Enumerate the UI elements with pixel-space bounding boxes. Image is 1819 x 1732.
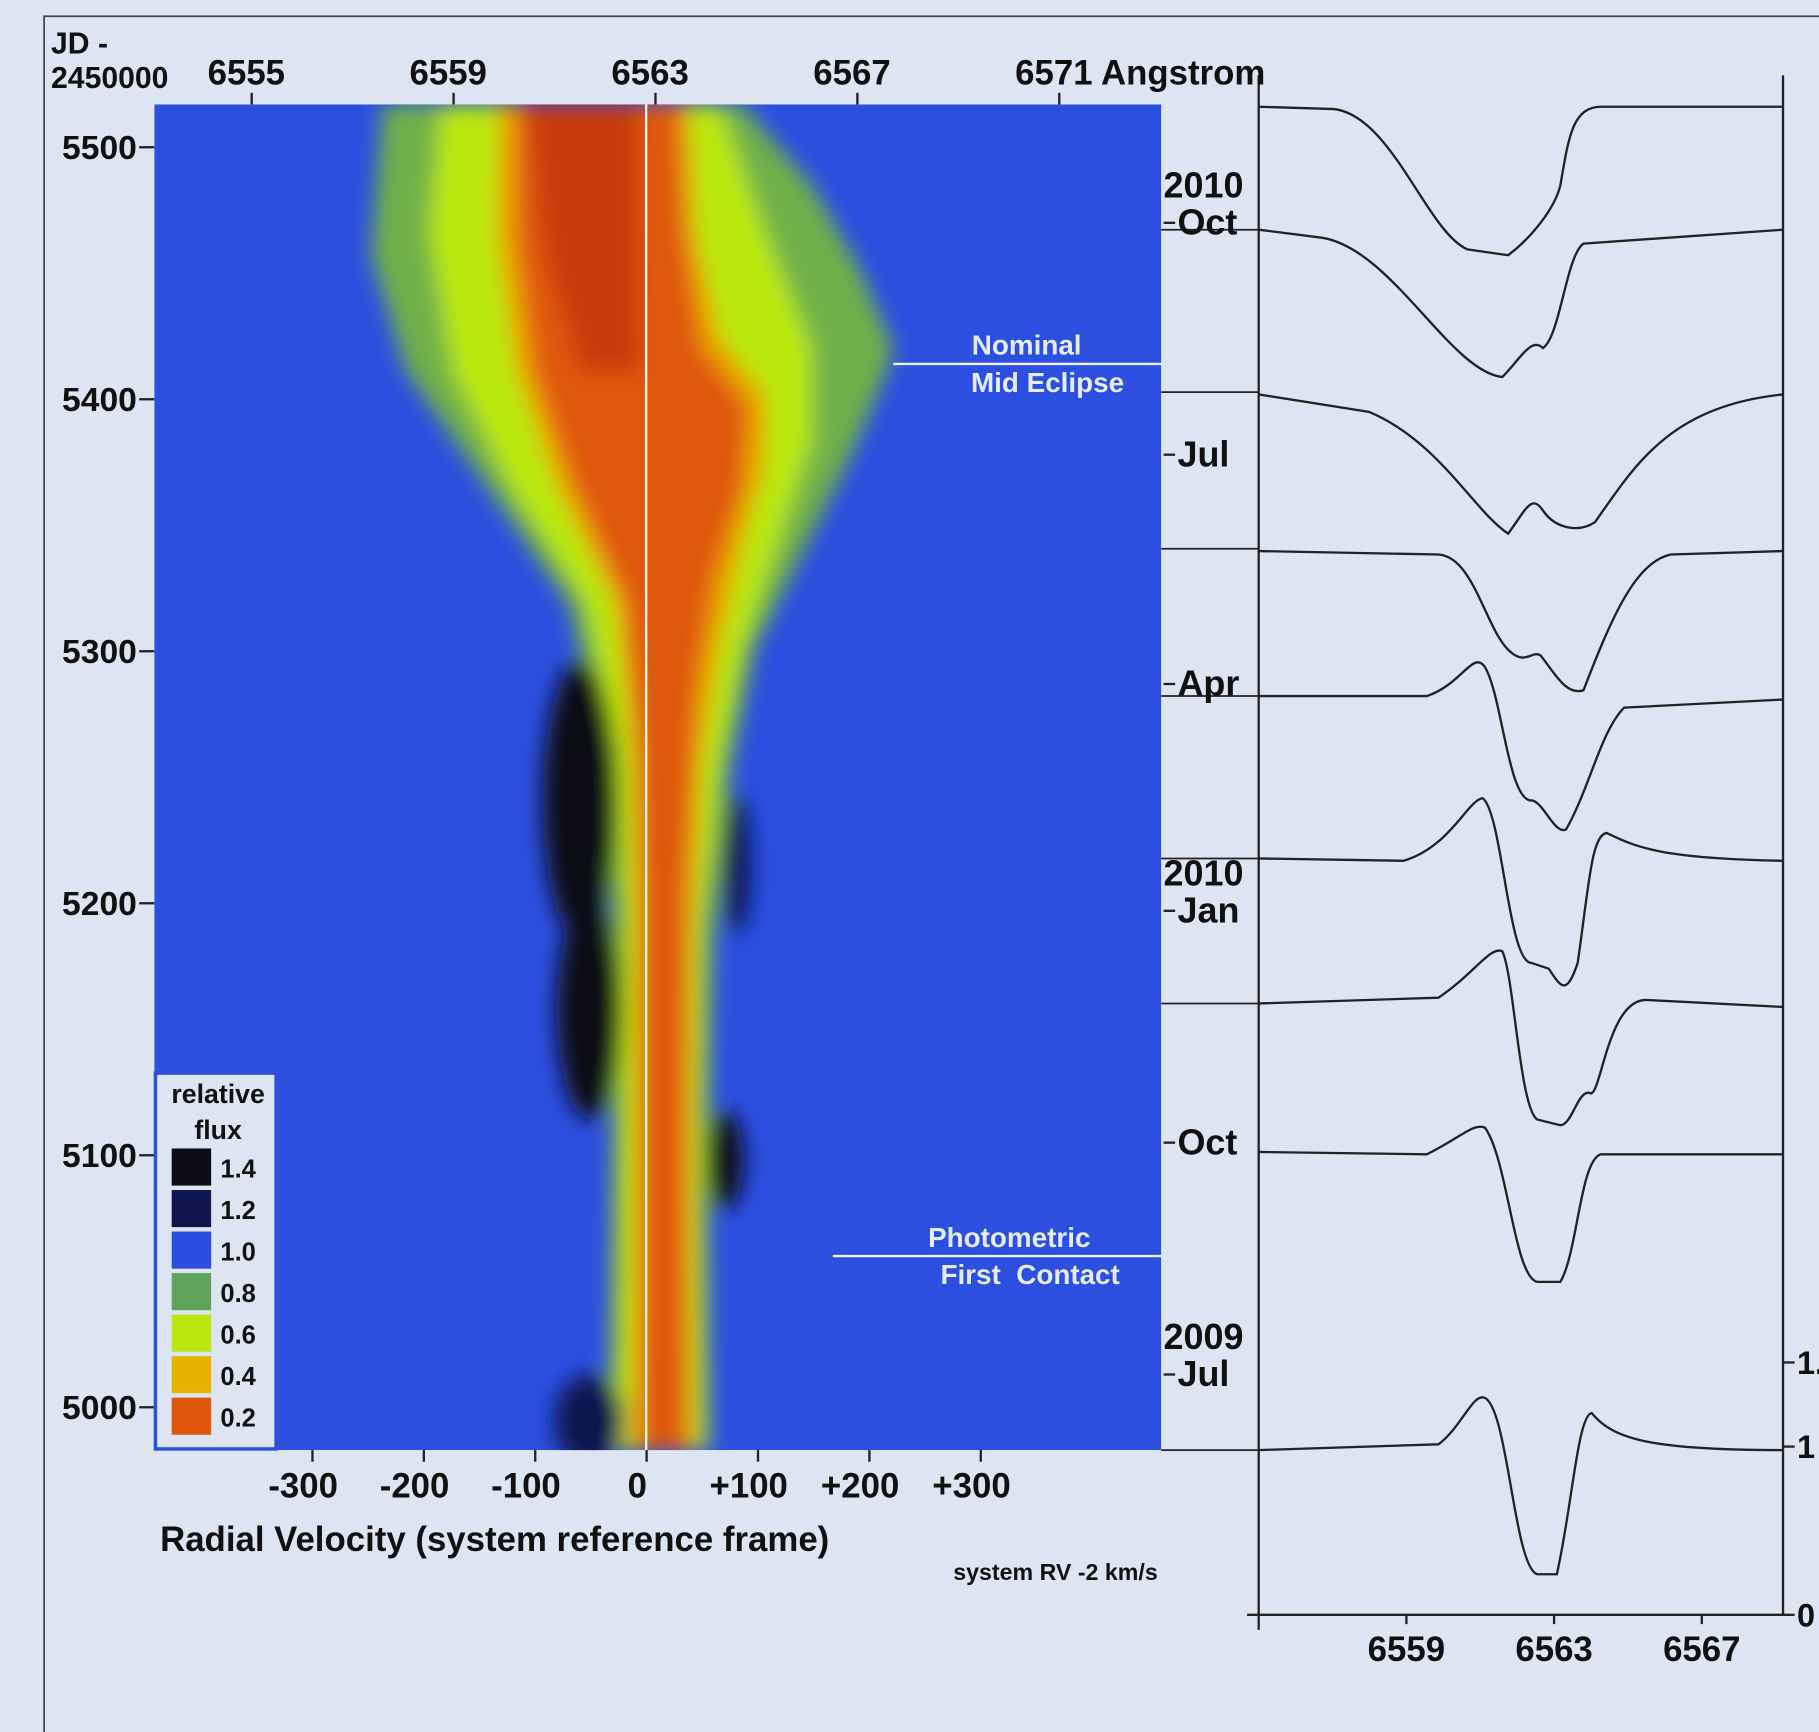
x2-tick-label: 6567: [813, 54, 890, 93]
legend-label: 0.2: [220, 1405, 255, 1433]
legend-label: 1.4: [220, 1155, 256, 1183]
x-tick-label: -100: [491, 1467, 561, 1506]
legend-swatch: [171, 1190, 212, 1228]
x2-tick-label: 6559: [410, 54, 487, 93]
x-tick-label: +300: [932, 1467, 1010, 1506]
legend-swatch: [171, 1273, 212, 1311]
year-label: 2009: [1164, 1316, 1244, 1357]
x-tick-label: +200: [821, 1467, 899, 1506]
annotation-text: Photometric: [928, 1222, 1090, 1253]
x2-tick-label: 6571 Angstrom: [1015, 54, 1265, 93]
line-profiles: [1258, 105, 1784, 1576]
x-tick-label: +100: [710, 1467, 788, 1506]
profile-x-tick-label: 6559: [1368, 1630, 1445, 1669]
y-tick-label: 5400: [62, 382, 137, 419]
legend-swatch: [171, 1231, 212, 1269]
y-tick-label: 5200: [62, 886, 137, 923]
x-tick-label: -300: [268, 1467, 338, 1506]
heatmap: [154, 104, 1162, 1451]
legend-swatch: [171, 1397, 212, 1435]
date-tick-label: Jul: [1177, 1353, 1229, 1394]
legend-label: 0.8: [220, 1280, 255, 1308]
profile-y-tick-label: 0: [1797, 1597, 1815, 1633]
x-axis-label: Radial Velocity (system reference frame): [160, 1520, 829, 1559]
footnote: system RV -2 km/s: [953, 1559, 1158, 1585]
date-tick-label: Oct: [1177, 201, 1237, 242]
date-tick-label: Apr: [1177, 663, 1239, 704]
y-tick-label: 5500: [62, 130, 137, 167]
annotation-text: First Contact: [940, 1259, 1119, 1290]
date-tick-label: Jul: [1177, 433, 1229, 474]
y-axis-label: JD -: [51, 27, 108, 60]
date-tick-label: Oct: [1177, 1121, 1237, 1162]
legend-swatch: [171, 1148, 212, 1186]
legend-label: 0.6: [220, 1322, 255, 1350]
x-tick-label: 0: [628, 1467, 647, 1506]
year-label: 2010: [1164, 164, 1244, 205]
date-tick-label: Jan: [1177, 889, 1239, 930]
profile-axes: [1247, 75, 1785, 1630]
legend-title: relative: [171, 1079, 264, 1109]
x2-tick-label: 6563: [611, 54, 688, 93]
profile-y-tick-label: 1.5: [1797, 1345, 1819, 1381]
legend-title: flux: [194, 1115, 242, 1145]
legend-swatch: [171, 1356, 212, 1394]
y-tick-label: 5000: [62, 1390, 137, 1427]
panel-links: [1161, 228, 1259, 1451]
legend-label: 1.2: [220, 1197, 255, 1225]
y-axis-label: 2450000: [51, 62, 168, 95]
annotation-text: Nominal: [972, 330, 1082, 361]
y-tick-label: 5100: [62, 1138, 137, 1175]
year-label: 2010: [1164, 852, 1244, 893]
x-tick-label: -200: [380, 1467, 450, 1506]
legend-label: 0.4: [220, 1363, 256, 1391]
annotation-text: Mid Eclipse: [971, 367, 1124, 398]
y-tick-label: 5300: [62, 634, 137, 671]
profile-x-tick-label: 6567: [1663, 1630, 1740, 1669]
legend-label: 1.0: [220, 1239, 255, 1267]
profile-y-tick-label: 1: [1797, 1429, 1815, 1465]
frame: [43, 15, 1819, 1732]
legend-swatch: [171, 1314, 212, 1352]
profile-x-tick-label: 6563: [1515, 1630, 1592, 1669]
x2-tick-label: 6555: [208, 54, 285, 93]
